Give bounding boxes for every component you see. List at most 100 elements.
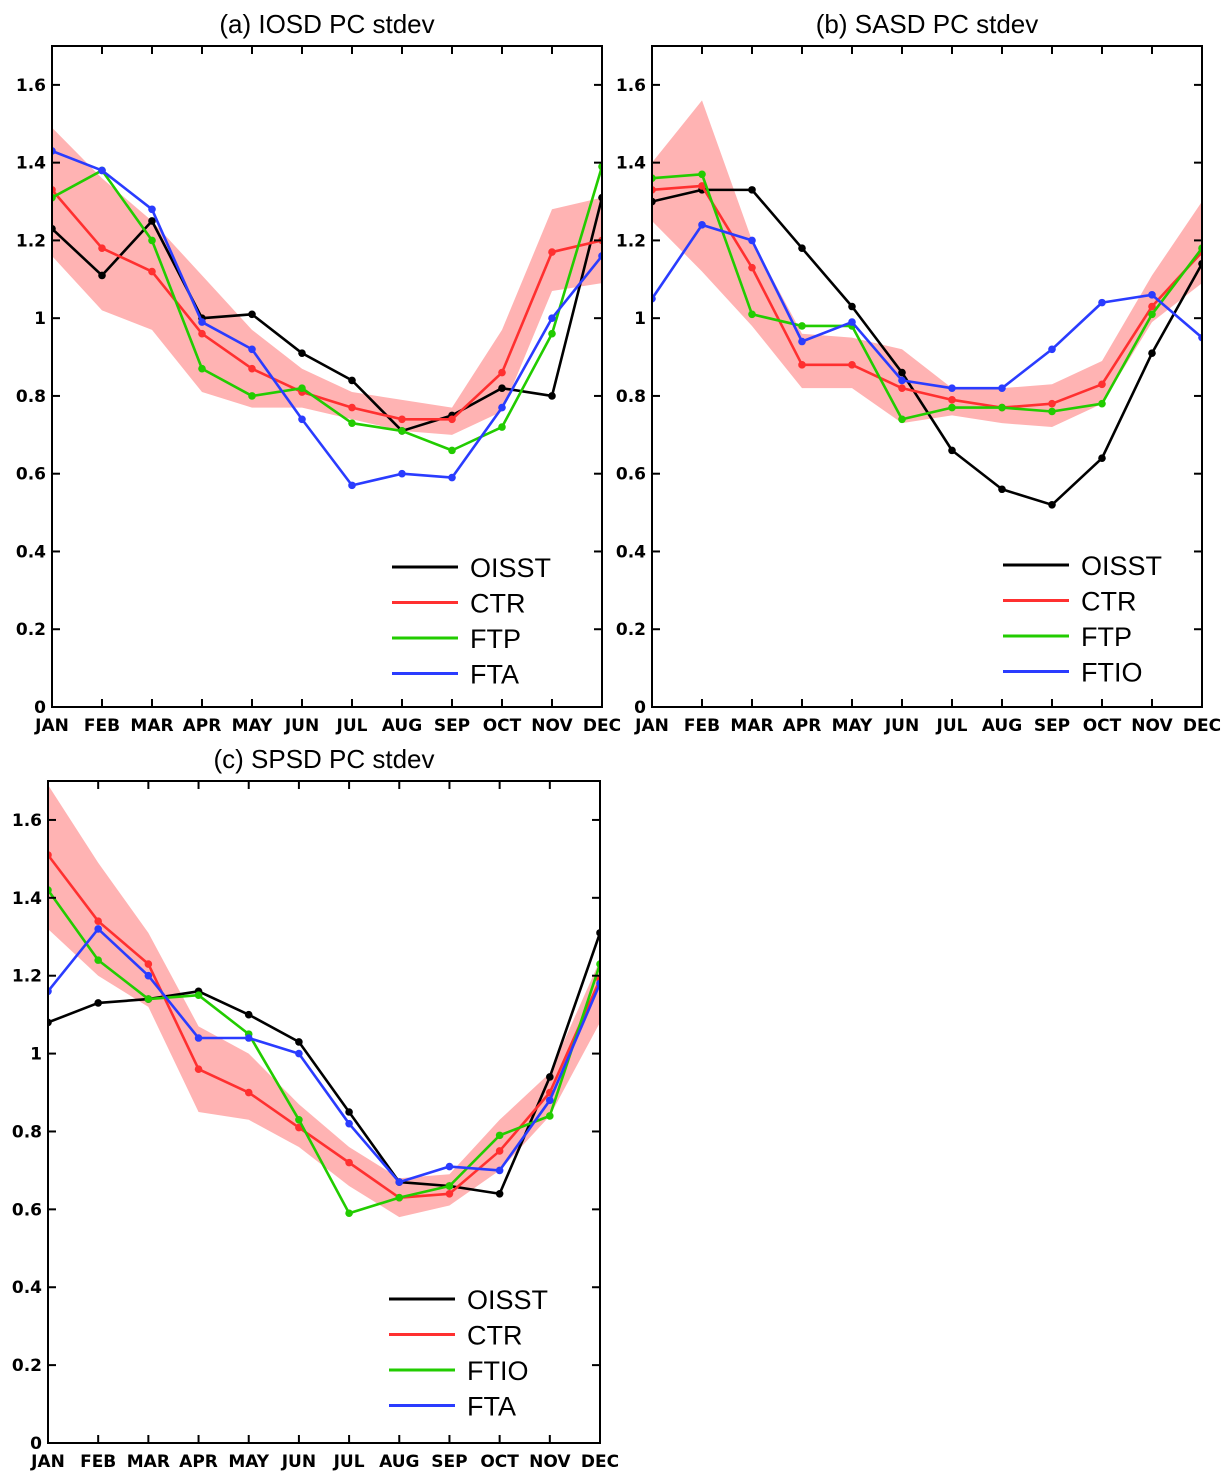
spread-band <box>48 784 600 1218</box>
data-point-ctr <box>548 248 556 256</box>
x-tick-label: MAR <box>127 1452 170 1472</box>
plot-frame <box>47 780 601 1444</box>
data-point-ftp <box>1048 407 1056 416</box>
x-tick-label: NOV <box>1131 716 1173 736</box>
data-point-oisst <box>1048 501 1056 509</box>
data-point-ftp <box>448 446 456 455</box>
data-point-ftio <box>998 384 1006 392</box>
y-tick-label: 1.4 <box>16 154 46 174</box>
series-line-ctr <box>52 189 602 421</box>
data-point-ctr <box>194 1065 203 1073</box>
y-tick-label: 0.8 <box>16 387 46 407</box>
data-point-fta <box>445 1162 454 1171</box>
x-tick-label: APR <box>179 1452 218 1472</box>
plot-frame <box>51 45 603 708</box>
data-point-ftp <box>1148 310 1156 319</box>
spread-band <box>52 127 602 435</box>
data-point-ctr <box>948 396 956 404</box>
data-point-ctr <box>898 384 906 392</box>
x-tick-label: JUL <box>336 716 368 736</box>
legend-label-ftp: FTP <box>470 624 521 654</box>
data-point-ftio <box>1148 291 1156 299</box>
plot-frame <box>651 45 1203 708</box>
data-point-ftio <box>144 995 153 1003</box>
data-point-ftp <box>798 322 806 330</box>
data-point-ctr <box>748 263 756 272</box>
data-point-fta <box>345 1119 353 1128</box>
y-tick-label: 1.2 <box>12 967 42 987</box>
data-point-ctr <box>1048 399 1056 408</box>
data-point-oisst <box>848 302 856 311</box>
data-point-ftp <box>198 364 206 373</box>
data-point-oisst <box>248 310 256 319</box>
data-point-ctr <box>1098 380 1106 389</box>
data-point-ftp <box>698 170 706 179</box>
data-point-ftio <box>798 337 806 346</box>
y-tick-label: 1.2 <box>16 231 46 251</box>
data-point-ftio <box>1098 298 1106 307</box>
data-point-ctr <box>498 368 506 377</box>
y-tick-label: 0.6 <box>12 1200 42 1220</box>
y-tick-label: 1 <box>34 309 46 329</box>
data-point-ftp <box>248 392 256 400</box>
data-point-oisst <box>748 186 756 194</box>
x-tick-label: FEB <box>684 716 720 736</box>
legend: OISST CTR FTIO FTA <box>389 1285 548 1422</box>
data-point-ctr <box>445 1189 454 1198</box>
data-point-fta <box>348 481 356 490</box>
data-point-fta <box>94 925 102 933</box>
data-point-ftp <box>1098 399 1106 408</box>
data-point-ctr <box>348 403 356 412</box>
data-point-oisst <box>244 1010 253 1019</box>
x-tick-label: APR <box>183 716 222 736</box>
x-tick-label: MAY <box>228 1452 269 1472</box>
chart-panel-0: (a) IOSD PC stdev 0 0.2 0.4 0.6 0.8 1 1.2 1.4 1.6… <box>16 9 621 736</box>
y-tick-label: 1.4 <box>12 889 42 909</box>
legend-label-ftio: FTIO <box>467 1356 529 1386</box>
legend: OISST CTR FTP FTA <box>392 553 551 690</box>
data-point-ftp <box>748 310 756 319</box>
x-tick-label: AUG <box>382 716 422 736</box>
data-point-fta <box>98 166 106 175</box>
data-point-oisst <box>348 376 356 385</box>
data-point-ftio <box>194 991 203 999</box>
chart-title: (a) IOSD PC stdev <box>219 9 434 39</box>
data-point-ctr <box>1148 302 1156 311</box>
legend-label-ctr: CTR <box>1081 587 1137 617</box>
x-tick-label: OCT <box>483 716 522 736</box>
data-point-fta <box>194 1034 203 1042</box>
y-tick-label: 0.6 <box>16 465 46 485</box>
data-point-ftp <box>348 419 356 427</box>
y-tick-label: 0.2 <box>616 620 646 640</box>
x-tick-label: DEC <box>1183 716 1221 736</box>
data-point-oisst <box>1148 349 1156 357</box>
data-point-ftp <box>998 403 1006 412</box>
plot-area <box>652 100 1202 509</box>
series-line-ftp <box>652 173 1202 421</box>
data-point-fta <box>248 345 256 354</box>
series-line-ctr <box>48 854 600 1199</box>
x-tick-label: SEP <box>431 1452 467 1472</box>
data-point-fta <box>148 205 156 214</box>
data-point-ctr <box>144 960 153 968</box>
series-line-oisst <box>48 932 600 1196</box>
series-line-ftp <box>52 166 602 452</box>
x-tick-label: NOV <box>529 1452 571 1472</box>
y-tick-label: 1 <box>30 1045 42 1065</box>
y-tick-label: 1.6 <box>16 76 46 96</box>
x-tick-label: JUN <box>284 716 319 736</box>
legend-label-ctr: CTR <box>470 589 526 619</box>
y-tick-label: 1.2 <box>616 231 646 251</box>
data-point-fta <box>398 469 406 478</box>
data-point-ftio <box>1048 345 1056 354</box>
series-line-fta <box>48 927 600 1184</box>
series-line-ftio <box>652 223 1202 390</box>
data-point-ftp <box>148 236 156 245</box>
data-point-oisst <box>798 244 806 252</box>
y-tick-label: 0 <box>30 1434 42 1454</box>
x-tick-label: JUN <box>884 716 919 736</box>
data-point-ftp <box>298 384 306 392</box>
x-tick-label: OCT <box>480 1452 519 1472</box>
data-point-ftio <box>898 376 906 385</box>
x-tick-label: JAN <box>34 716 69 736</box>
